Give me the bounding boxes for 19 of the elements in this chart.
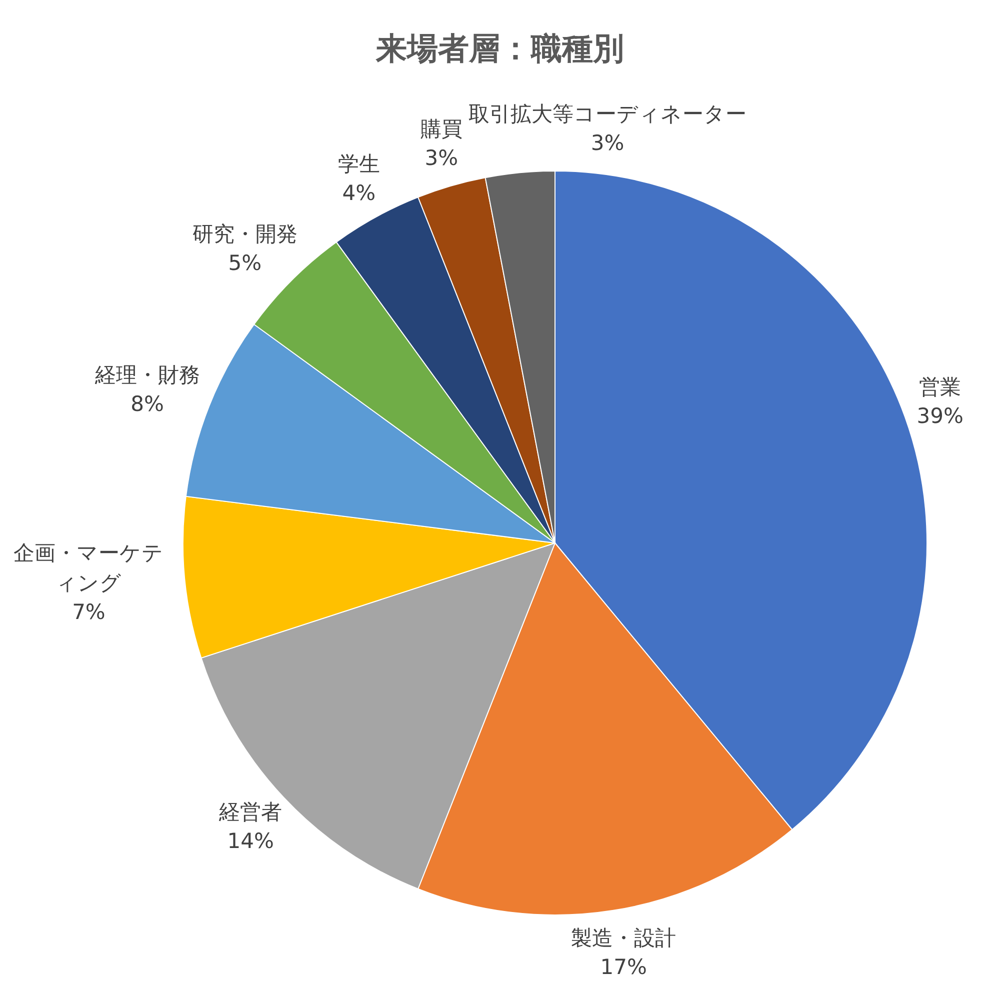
- chart-title: 来場者層：職種別: [374, 30, 625, 69]
- data-label: 3%: [590, 130, 626, 158]
- data-label: 39%: [916, 403, 964, 430]
- data-label: 4%: [341, 180, 377, 207]
- slice-label: 営業: [918, 374, 962, 401]
- data-label: 3%: [424, 145, 460, 172]
- slice-label: 研究・開発: [192, 220, 298, 248]
- slice-label: 学生: [338, 150, 380, 178]
- data-label: 14%: [226, 828, 275, 856]
- slice-label: 経営者: [219, 798, 282, 826]
- slice-label: 取引拡大等コーディネーター: [468, 101, 747, 128]
- data-label: 17%: [599, 954, 648, 982]
- slice-label: 経理・財務: [94, 362, 200, 389]
- data-label: 8%: [130, 391, 165, 418]
- data-label: 7%: [71, 599, 106, 626]
- slice-label: 購買: [420, 116, 462, 143]
- slice-label: 企画・マーケティング: [12, 540, 165, 597]
- data-label: 5%: [227, 250, 263, 278]
- slice-label: 製造・設計: [571, 924, 676, 952]
